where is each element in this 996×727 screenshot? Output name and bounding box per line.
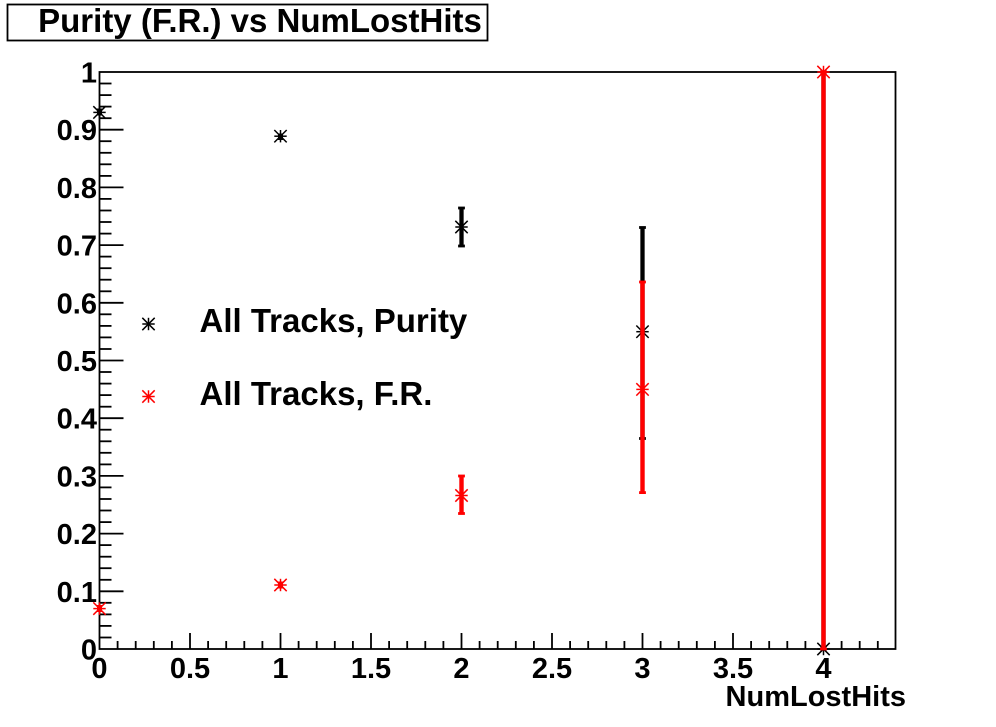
svg-text:All Tracks, Purity: All Tracks, Purity: [200, 302, 468, 339]
svg-text:0.7: 0.7: [57, 231, 97, 263]
svg-text:0.1: 0.1: [57, 577, 97, 609]
svg-text:0: 0: [81, 635, 97, 667]
svg-text:0.2: 0.2: [57, 519, 97, 551]
svg-text:3.5: 3.5: [713, 653, 753, 685]
svg-text:0.9: 0.9: [57, 115, 97, 147]
svg-text:Purity (F.R.) vs NumLostHits: Purity (F.R.) vs NumLostHits: [38, 2, 482, 39]
svg-text:1: 1: [272, 653, 288, 685]
svg-text:0.3: 0.3: [57, 461, 97, 493]
svg-text:0.8: 0.8: [57, 173, 97, 205]
svg-text:0: 0: [91, 653, 107, 685]
svg-text:1: 1: [81, 58, 97, 90]
svg-text:All Tracks, F.R.: All Tracks, F.R.: [200, 375, 433, 412]
svg-text:0.6: 0.6: [57, 288, 97, 320]
svg-text:4: 4: [815, 653, 831, 685]
svg-text:2: 2: [453, 653, 469, 685]
svg-text:0.4: 0.4: [57, 404, 97, 436]
svg-text:1.5: 1.5: [351, 653, 391, 685]
svg-text:NumLostHits: NumLostHits: [726, 681, 906, 713]
svg-text:0.5: 0.5: [170, 653, 210, 685]
svg-text:0.5: 0.5: [57, 346, 97, 378]
svg-text:3: 3: [634, 653, 650, 685]
svg-text:2.5: 2.5: [532, 653, 572, 685]
